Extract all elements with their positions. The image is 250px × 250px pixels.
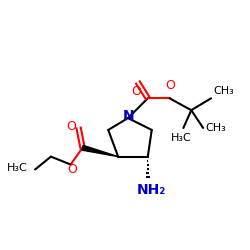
Polygon shape xyxy=(82,145,118,157)
Text: H₃C: H₃C xyxy=(171,133,192,143)
Text: CH₃: CH₃ xyxy=(205,123,226,133)
Text: O: O xyxy=(67,120,76,134)
Text: O: O xyxy=(166,80,175,92)
Text: O: O xyxy=(131,86,141,98)
Text: N: N xyxy=(123,109,135,123)
Text: NH₂: NH₂ xyxy=(137,183,166,197)
Text: CH₃: CH₃ xyxy=(213,86,234,96)
Text: O: O xyxy=(68,163,78,176)
Text: H₃C: H₃C xyxy=(6,162,27,172)
